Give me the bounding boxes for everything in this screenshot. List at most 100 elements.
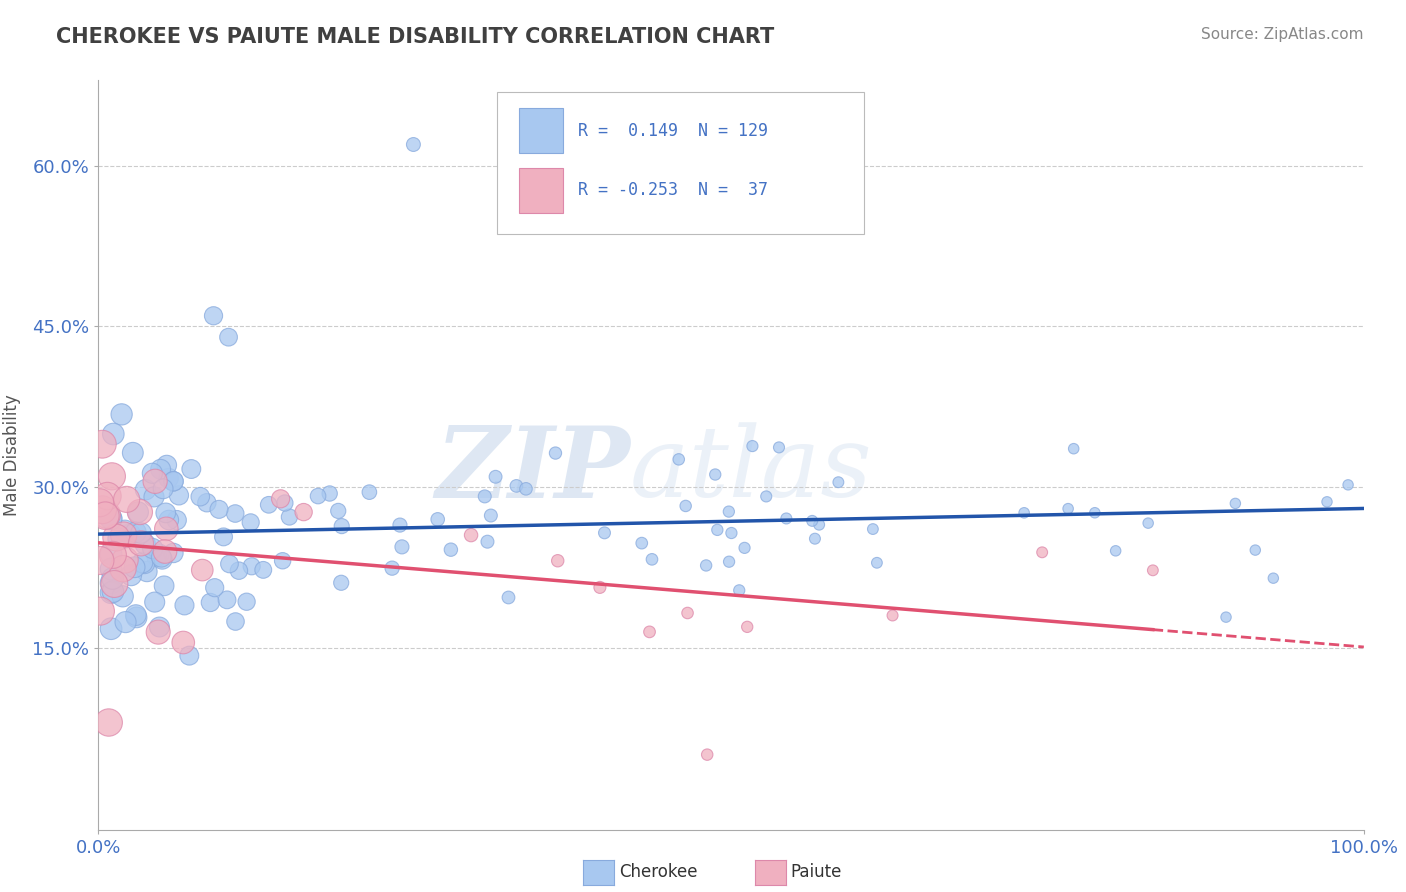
Point	[150, 550, 173, 565]
Point	[100, 622, 122, 636]
Point	[706, 523, 728, 537]
Point	[641, 552, 664, 566]
Point	[89, 604, 111, 618]
Point	[128, 505, 150, 519]
Point	[195, 496, 218, 510]
Point	[127, 505, 149, 519]
Point	[155, 506, 177, 520]
Point	[121, 446, 143, 460]
Point	[103, 427, 125, 442]
Point	[134, 557, 156, 571]
Point	[101, 572, 124, 586]
Point	[675, 499, 697, 513]
Point	[215, 592, 238, 607]
Point	[1316, 495, 1339, 509]
Point	[107, 532, 129, 546]
Point	[115, 492, 138, 507]
Point	[460, 528, 482, 542]
Point	[271, 554, 294, 568]
Point	[257, 498, 280, 512]
Point	[544, 446, 567, 460]
Point	[112, 528, 135, 542]
Point	[1031, 545, 1053, 559]
Point	[142, 541, 165, 556]
Point	[735, 620, 758, 634]
Point	[218, 557, 240, 571]
Point	[1142, 563, 1164, 577]
Point	[91, 437, 114, 451]
Point	[200, 595, 222, 609]
Point	[381, 561, 404, 575]
Point	[94, 508, 117, 523]
Point	[100, 511, 122, 525]
Point	[114, 553, 136, 567]
FancyBboxPatch shape	[519, 108, 562, 153]
Point	[143, 475, 166, 489]
Point	[100, 512, 122, 526]
Point	[1225, 496, 1247, 510]
Point	[114, 524, 136, 538]
FancyBboxPatch shape	[498, 92, 863, 234]
Point	[218, 330, 240, 344]
Point	[100, 547, 122, 561]
Point	[862, 522, 884, 536]
Point	[202, 309, 225, 323]
Point	[143, 595, 166, 609]
Point	[474, 489, 496, 503]
Point	[717, 505, 740, 519]
Point	[143, 490, 166, 504]
Point	[330, 519, 353, 533]
Point	[188, 490, 211, 504]
Text: Cherokee: Cherokee	[619, 863, 697, 881]
Point	[149, 462, 172, 476]
Y-axis label: Male Disability: Male Disability	[3, 394, 21, 516]
Point	[804, 532, 827, 546]
Point	[136, 565, 159, 579]
Point	[135, 483, 157, 497]
Point	[97, 715, 120, 730]
Point	[270, 491, 292, 506]
Point	[638, 624, 661, 639]
Point	[440, 542, 463, 557]
Point	[131, 556, 153, 570]
Point	[1104, 544, 1126, 558]
Point	[141, 467, 163, 481]
Point	[704, 467, 727, 482]
Text: R = -0.253  N =  37: R = -0.253 N = 37	[578, 181, 768, 199]
Point	[477, 534, 499, 549]
Point	[1337, 478, 1360, 492]
Point	[148, 547, 170, 561]
Point	[101, 469, 124, 483]
Text: R =  0.149  N = 129: R = 0.149 N = 129	[578, 122, 768, 140]
Point	[755, 490, 778, 504]
Point	[695, 558, 717, 573]
Point	[330, 575, 353, 590]
Point	[89, 553, 111, 567]
Point	[153, 579, 176, 593]
Point	[157, 513, 180, 527]
Point	[718, 555, 741, 569]
Point	[734, 541, 756, 555]
Point	[484, 470, 506, 484]
Point	[155, 522, 177, 536]
Point	[235, 595, 257, 609]
Point	[105, 531, 128, 545]
Point	[111, 590, 134, 604]
Point	[172, 635, 194, 649]
Point	[150, 552, 173, 566]
Point	[1263, 571, 1285, 585]
Point	[274, 496, 297, 510]
Point	[630, 536, 652, 550]
Point	[204, 581, 226, 595]
Point	[125, 608, 148, 623]
Point	[668, 452, 690, 467]
Point	[96, 489, 118, 503]
Point	[1063, 442, 1085, 456]
Point	[1215, 610, 1237, 624]
Point	[125, 610, 148, 624]
Point	[129, 536, 152, 550]
Point	[808, 517, 831, 532]
Point	[101, 584, 124, 599]
Point	[111, 562, 134, 576]
Point	[547, 554, 569, 568]
